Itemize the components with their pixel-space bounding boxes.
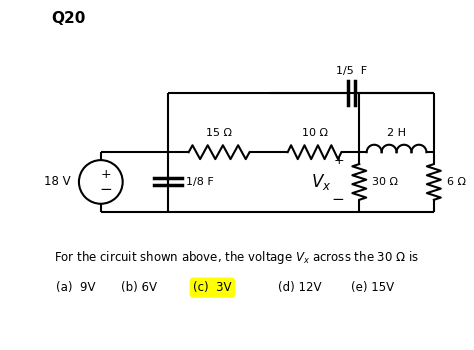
Text: 2 H: 2 H	[387, 128, 406, 138]
Text: 15 Ω: 15 Ω	[206, 128, 232, 138]
Text: −: −	[100, 182, 112, 197]
Text: (c)  3V: (c) 3V	[193, 281, 232, 294]
Text: $V_x$: $V_x$	[311, 172, 331, 192]
Text: +: +	[100, 168, 111, 182]
Text: (a)  9V: (a) 9V	[56, 281, 96, 294]
Text: 6 Ω: 6 Ω	[447, 177, 466, 187]
Text: (e) 15V: (e) 15V	[351, 281, 394, 294]
Text: (d) 12V: (d) 12V	[278, 281, 321, 294]
Text: (b) 6V: (b) 6V	[121, 281, 157, 294]
Text: Q20: Q20	[51, 11, 85, 26]
Text: 1/8 F: 1/8 F	[186, 177, 214, 187]
Text: 1/5  F: 1/5 F	[336, 66, 367, 76]
Text: −: −	[331, 192, 344, 207]
Text: 10 Ω: 10 Ω	[301, 128, 328, 138]
Text: 18 V: 18 V	[45, 175, 71, 188]
Text: +: +	[334, 154, 345, 167]
Text: 30 Ω: 30 Ω	[372, 177, 398, 187]
Text: For the circuit shown above, the voltage $V_x$ across the 30 Ω is: For the circuit shown above, the voltage…	[55, 250, 419, 266]
